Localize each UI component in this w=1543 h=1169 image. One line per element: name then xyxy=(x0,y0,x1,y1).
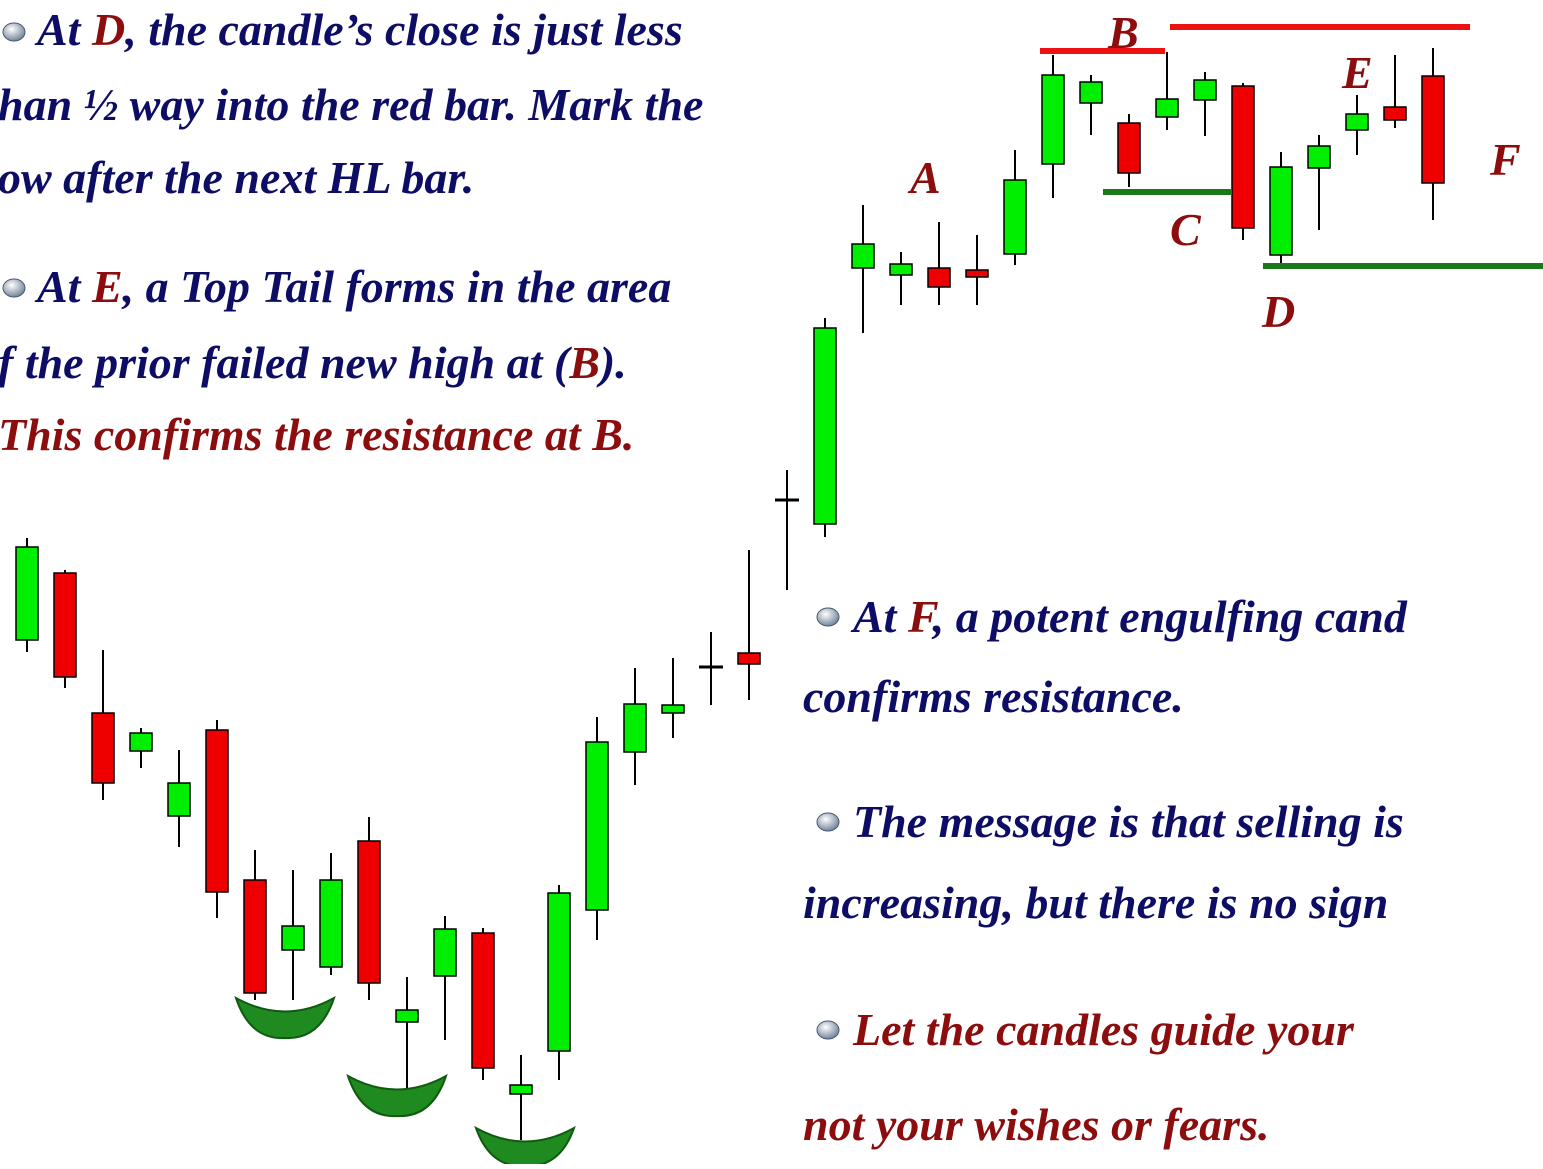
bullet xyxy=(2,278,26,298)
text-line: At F, a potent engulfing cand xyxy=(850,591,1408,642)
text-run: D xyxy=(91,4,125,55)
text-run: f the prior failed new high at ( xyxy=(0,337,573,388)
text-run: B xyxy=(568,337,600,388)
levels xyxy=(1040,24,1543,269)
bullet xyxy=(816,607,840,627)
text-line: This confirms the resistance at B. xyxy=(0,409,634,460)
text-run: confirms resistance. xyxy=(803,671,1184,722)
bullet xyxy=(816,1020,840,1040)
text-run: , a potent engulfing cand xyxy=(932,591,1408,642)
bullet xyxy=(816,812,840,832)
text-run: At xyxy=(850,591,908,642)
text-line: f the prior failed new high at (B). xyxy=(0,337,627,388)
text-line: The message is that selling is xyxy=(853,796,1404,847)
candles xyxy=(15,48,1445,1140)
text-run: E xyxy=(91,261,123,312)
label: B xyxy=(1107,7,1139,58)
text-line: increasing, but there is no sign xyxy=(803,877,1388,928)
text-run: This confirms the resistance at B. xyxy=(0,409,634,460)
text-run: , the candle’s close is just less xyxy=(124,4,683,55)
bullet xyxy=(2,22,26,42)
label: F xyxy=(1489,134,1521,185)
text-line: Let the candles guide your xyxy=(852,1004,1355,1055)
text-line: ow after the next HL bar. xyxy=(0,152,474,203)
support-smiles xyxy=(234,995,576,1168)
text-run: han ½ way into the red bar. Mark the xyxy=(0,79,703,130)
text-run: ). xyxy=(596,337,627,388)
text-run: ow after the next HL bar. xyxy=(0,152,474,203)
text-run: At xyxy=(34,4,92,55)
text-line: At D, the candle’s close is just less xyxy=(34,4,683,55)
text-run: increasing, but there is no sign xyxy=(803,877,1388,928)
text-run: not your wishes or fears. xyxy=(803,1099,1269,1150)
label: A xyxy=(907,152,941,203)
text-run: The message is that selling is xyxy=(853,796,1404,847)
text-line: At E, a Top Tail forms in the area xyxy=(34,261,671,312)
text-line: confirms resistance. xyxy=(803,671,1184,722)
text-block: At D, the candle’s close is just lesshan… xyxy=(0,4,1408,1150)
labels: A B C D E F xyxy=(907,7,1521,337)
text-line: han ½ way into the red bar. Mark the xyxy=(0,79,703,130)
label: D xyxy=(1261,286,1295,337)
text-run: Let the candles guide your xyxy=(852,1004,1355,1055)
label: E xyxy=(1341,47,1373,98)
label: C xyxy=(1170,204,1202,255)
text-run: At xyxy=(34,261,92,312)
text-run: , a Top Tail forms in the area xyxy=(122,261,672,312)
text-line: not your wishes or fears. xyxy=(803,1099,1269,1150)
